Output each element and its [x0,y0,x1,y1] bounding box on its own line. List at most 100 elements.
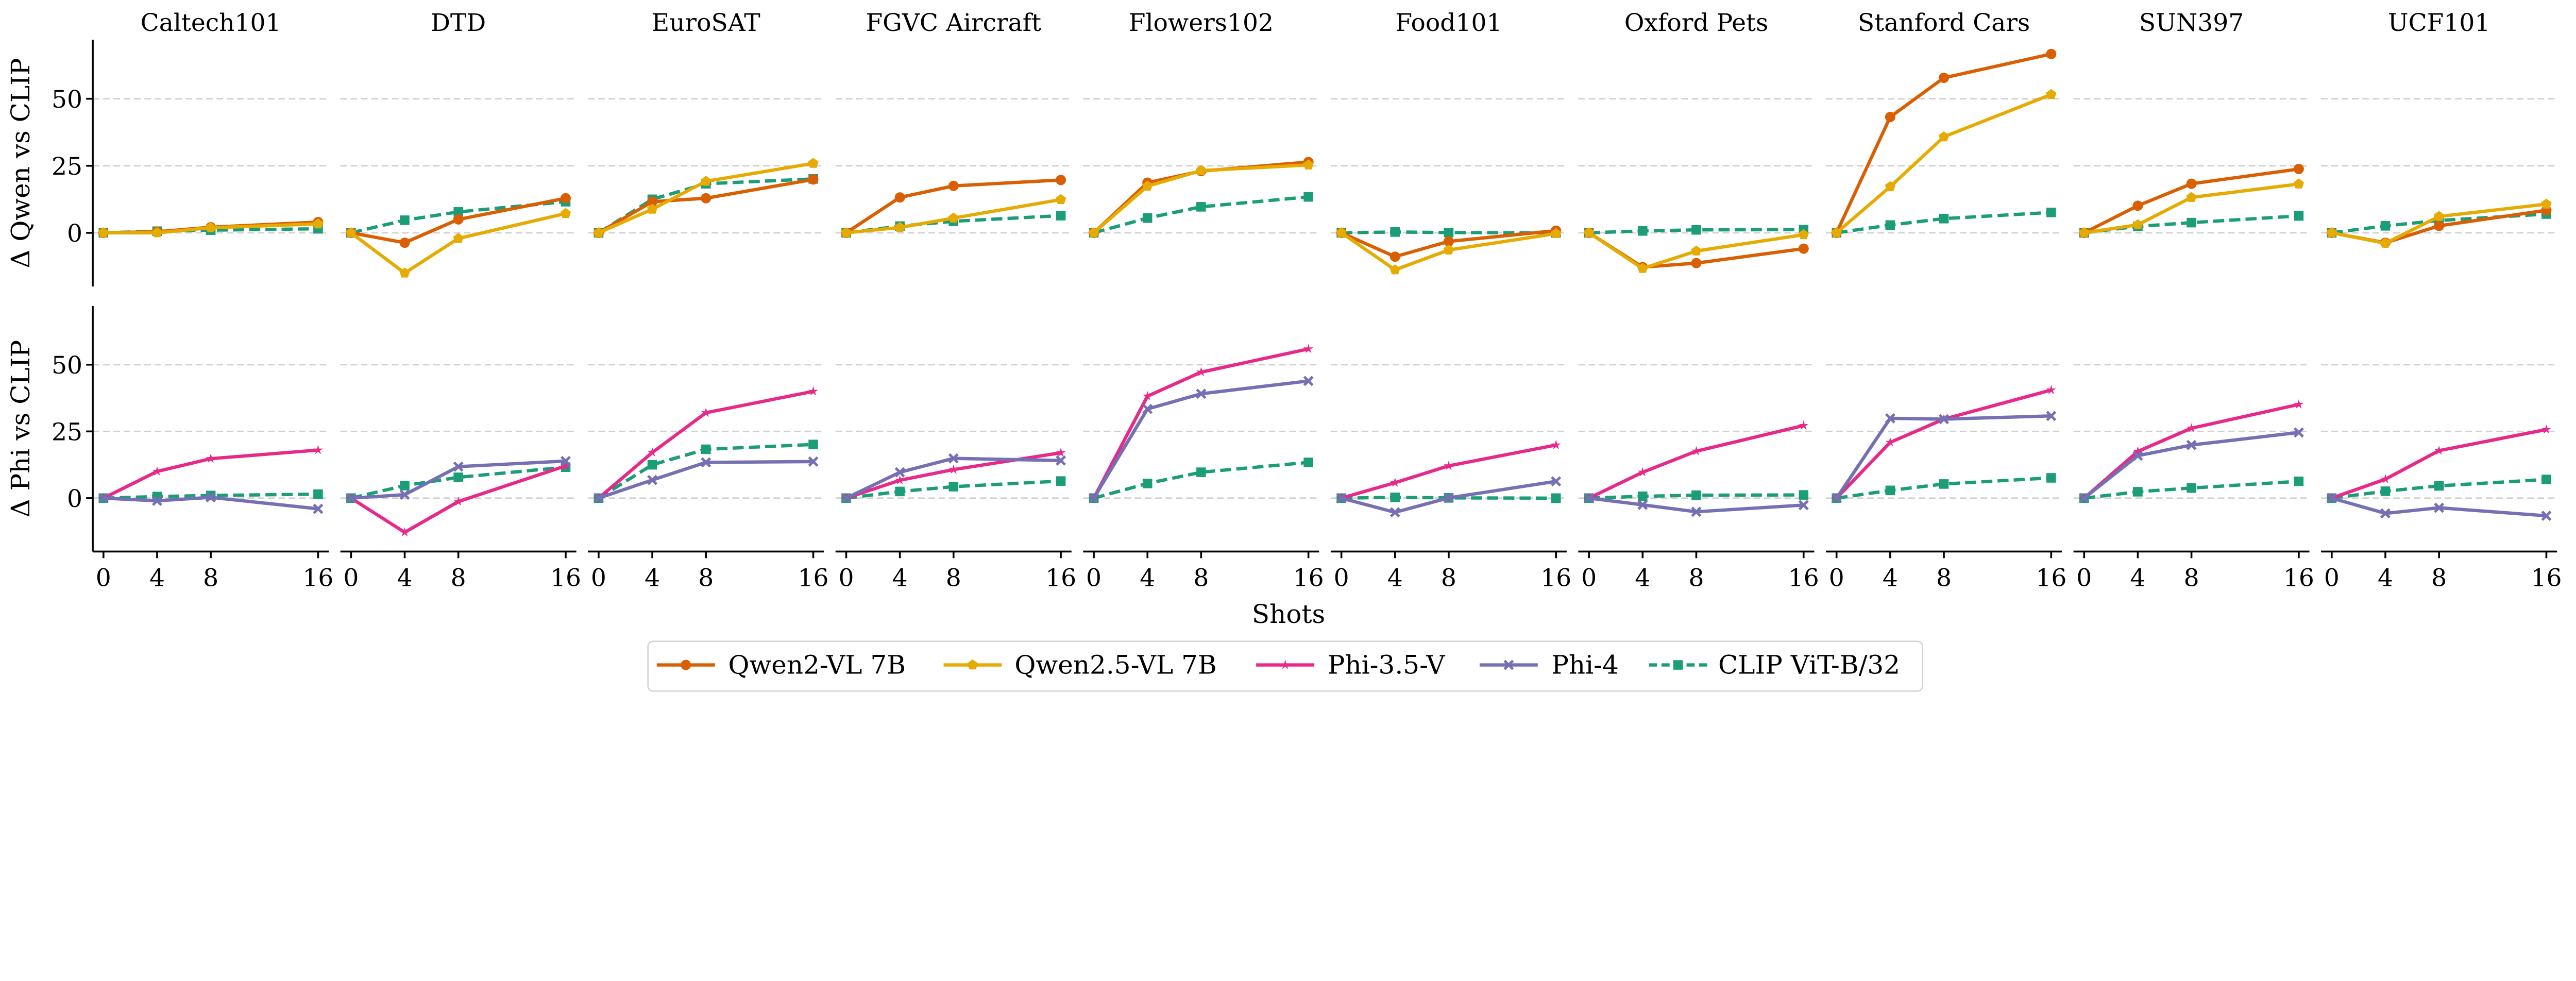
data-point-phi35 [1885,437,1895,447]
data-point-clip [1638,491,1648,501]
phi-axes: 0 4 8 16 [835,364,1076,593]
data-point-qwen25 [593,227,604,238]
series-line-phi35 [845,451,1061,500]
legend-marker-star-icon [1280,659,1291,669]
data-point-phi35 [313,445,323,454]
data-point-phi4 [593,493,604,503]
y-tick-label: 50 [52,86,82,114]
series-line-clip [2083,479,2299,500]
data-point-phi35 [2434,445,2444,455]
data-point-clip [400,481,410,490]
data-point-phi4 [98,493,109,503]
series-line-qwen25 [103,222,318,235]
x-tick-label: 16 [798,564,829,593]
x-tick-label: 8 [2431,564,2447,593]
data-point-phi4 [948,453,959,464]
data-point-phi4 [1637,499,1648,510]
phi-axes: 0 4 8 16 [1330,364,1571,593]
data-point-qwen2 [701,193,711,204]
data-point-clip [2187,217,2196,228]
phi-axes: 0 4 8 16 [2321,364,2562,593]
data-point-phi4 [2326,493,2337,503]
data-point-qwen25 [1336,227,1347,238]
series-line-phi4 [598,460,814,500]
data-point-phi35 [1390,477,1400,487]
x-tick-label: 16 [1045,564,1076,593]
series-line-clip [350,200,566,234]
data-point-phi4 [1389,507,1400,518]
series-clip [1832,473,2056,503]
data-point-clip [1196,202,1206,212]
series-line-phi35 [597,390,814,500]
data-point-clip [1390,492,1400,502]
data-point-qwen25 [98,227,109,238]
x-tick-label: 0 [96,564,111,593]
x-tick-label: 0 [1334,564,1349,593]
phi-axes: 0 25 50 Δ Phi vs CLIP 0 4 8 16 [6,306,333,593]
series-line-qwen25 [1092,163,1309,234]
x-tick-label: 8 [1441,564,1456,593]
data-point-qwen25 [1088,227,1099,238]
data-point-qwen2 [2132,200,2143,211]
series-line-phi4 [1341,480,1556,514]
series-line-phi4 [845,456,1061,500]
data-point-clip [453,472,463,482]
data-point-phi35 [808,386,819,396]
series-line-qwen2 [845,178,1061,234]
x-tick-label: 4 [1883,564,1898,593]
x-tick-label: 16 [2531,564,2562,593]
x-tick-label: 0 [591,564,606,593]
series-line-phi35 [1588,424,1804,500]
data-point-qwen25 [2380,238,2391,248]
data-point-phi35 [1056,447,1066,457]
data-point-phi35 [2294,399,2304,409]
series-line-qwen2 [1835,52,2052,234]
data-point-clip [453,207,463,217]
panel-title: Oxford Pets [1624,9,1768,37]
legend-item-phi35: Phi-3.5-V [1256,650,1445,680]
data-point-qwen25 [2433,211,2445,221]
data-point-qwen2 [2434,221,2445,231]
phi-axes: 0 4 8 16 [1083,344,1324,593]
data-point-clip [1196,467,1206,477]
qwen-axes [2321,98,2557,248]
panel-title: DTD [431,9,486,37]
panel-eurosat: EuroSAT 0 4 8 16 [588,9,829,593]
series-line-qwen2 [1341,229,1556,259]
legend-label: Qwen2-VL 7B [728,650,906,680]
series-phi4 [98,492,324,514]
data-point-clip [1799,490,1809,500]
x-tick-label: 0 [2324,564,2340,593]
data-point-phi35 [895,475,905,485]
series-line-clip [1589,228,1804,235]
data-point-phi35 [647,447,657,457]
series-line-phi4 [1835,414,2052,499]
series-phi35 [1584,420,1809,502]
legend-item-qwen2: Qwen2-VL 7B [656,650,906,680]
legend-label: Phi-4 [1551,650,1619,680]
series-line-clip [1589,493,1804,500]
data-point-qwen25 [841,227,852,238]
panel-title: Food101 [1395,9,1502,37]
data-point-clip [895,486,905,497]
series-qwen25 [2079,178,2304,238]
data-point-clip [400,215,410,225]
data-point-clip [2541,475,2551,484]
data-point-qwen25 [2293,178,2304,189]
x-tick-label: 16 [1540,564,1571,593]
qwen-axes: 0 25 50 Δ Qwen vs CLIP [6,40,329,286]
series-line-qwen2 [598,178,814,234]
data-point-phi4 [1303,376,1314,386]
series-phi35 [1089,344,1314,502]
data-point-clip [1142,479,1153,488]
series-line-clip [2331,212,2547,235]
legend-label: Phi-3.5-V [1328,650,1446,680]
x-tick-label: 4 [892,564,908,593]
data-point-clip [1885,220,1895,230]
data-point-qwen2 [948,180,959,191]
series-phi35 [841,447,1066,502]
panel-oxford-pets: Oxford Pets 0 4 8 16 [1578,9,1819,593]
data-point-phi4 [1443,493,1454,503]
data-point-qwen2 [1939,73,1950,83]
x-tick-label: 4 [397,564,413,593]
